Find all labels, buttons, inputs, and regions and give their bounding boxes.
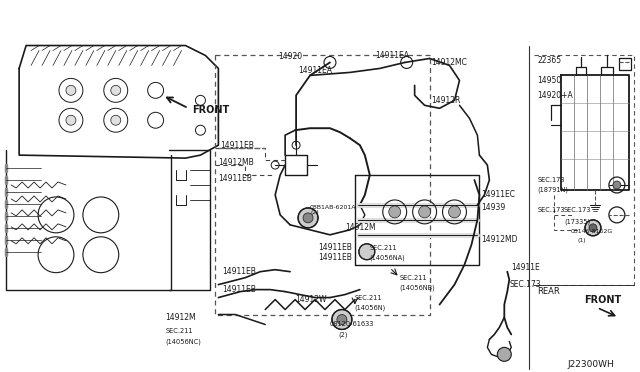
Text: 14911EA: 14911EA	[375, 51, 409, 60]
Text: 14911EB: 14911EB	[318, 243, 352, 252]
Text: SEC.211: SEC.211	[370, 245, 397, 251]
Circle shape	[66, 115, 76, 125]
Circle shape	[66, 86, 76, 95]
Text: SEC.173: SEC.173	[537, 177, 564, 183]
Circle shape	[589, 224, 597, 232]
Text: 08120-61633: 08120-61633	[330, 321, 374, 327]
Text: FRONT: FRONT	[584, 295, 621, 305]
Circle shape	[303, 213, 313, 223]
Text: 14911EA: 14911EA	[298, 66, 332, 75]
Text: 14950: 14950	[537, 76, 561, 85]
Text: (14056N): (14056N)	[355, 304, 386, 311]
Text: 14912MB: 14912MB	[218, 158, 254, 167]
Text: (14056NA): (14056NA)	[370, 254, 406, 261]
Text: (17335): (17335)	[564, 219, 590, 225]
Text: 22365: 22365	[537, 56, 561, 65]
Text: 14911EB: 14911EB	[222, 285, 256, 294]
Text: (2): (2)	[338, 331, 348, 338]
Text: SEC.211: SEC.211	[400, 275, 428, 280]
Text: SEC.211: SEC.211	[355, 295, 382, 301]
Text: 14912MD: 14912MD	[481, 235, 518, 244]
Circle shape	[613, 181, 621, 189]
Text: 14920+A: 14920+A	[537, 91, 573, 100]
Text: 14911EC: 14911EC	[481, 190, 515, 199]
Text: 14912MC: 14912MC	[431, 58, 467, 67]
Text: SEC.173: SEC.173	[537, 207, 564, 213]
Circle shape	[497, 347, 511, 361]
Circle shape	[359, 244, 375, 260]
Text: 14912R: 14912R	[431, 96, 461, 105]
Circle shape	[449, 206, 460, 218]
Text: 08B1AB-6201A
(2): 08B1AB-6201A (2)	[310, 205, 356, 215]
Text: FRONT: FRONT	[193, 105, 230, 115]
Text: J22300WH: J22300WH	[567, 360, 614, 369]
Text: (14056NB): (14056NB)	[400, 284, 435, 291]
Text: SEC.211: SEC.211	[166, 328, 193, 334]
Text: 14911EB: 14911EB	[218, 173, 252, 183]
Text: 14939: 14939	[481, 203, 506, 212]
Circle shape	[337, 314, 347, 324]
Text: 14911EB: 14911EB	[318, 253, 352, 262]
Text: 08146-8162G: 08146-8162G	[571, 229, 613, 234]
Circle shape	[111, 115, 121, 125]
Circle shape	[585, 220, 601, 236]
Text: (14056NC): (14056NC)	[166, 338, 202, 345]
Text: 14912M: 14912M	[166, 313, 196, 322]
Text: SEC.173: SEC.173	[509, 280, 541, 289]
Circle shape	[298, 208, 318, 228]
Text: 14911EB: 14911EB	[220, 141, 254, 150]
Circle shape	[332, 310, 352, 330]
Circle shape	[111, 86, 121, 95]
Text: 14912W: 14912W	[295, 295, 326, 304]
Text: REAR: REAR	[537, 287, 560, 296]
Text: (18791N): (18791N)	[537, 187, 568, 193]
Circle shape	[419, 206, 431, 218]
Text: 14911EB: 14911EB	[222, 267, 256, 276]
Text: SEC.173: SEC.173	[564, 207, 591, 213]
Text: 14920: 14920	[278, 52, 302, 61]
Circle shape	[388, 206, 401, 218]
Text: 14912M: 14912M	[345, 223, 376, 232]
Text: (1): (1)	[577, 238, 586, 243]
Text: 14911E: 14911E	[511, 263, 540, 272]
